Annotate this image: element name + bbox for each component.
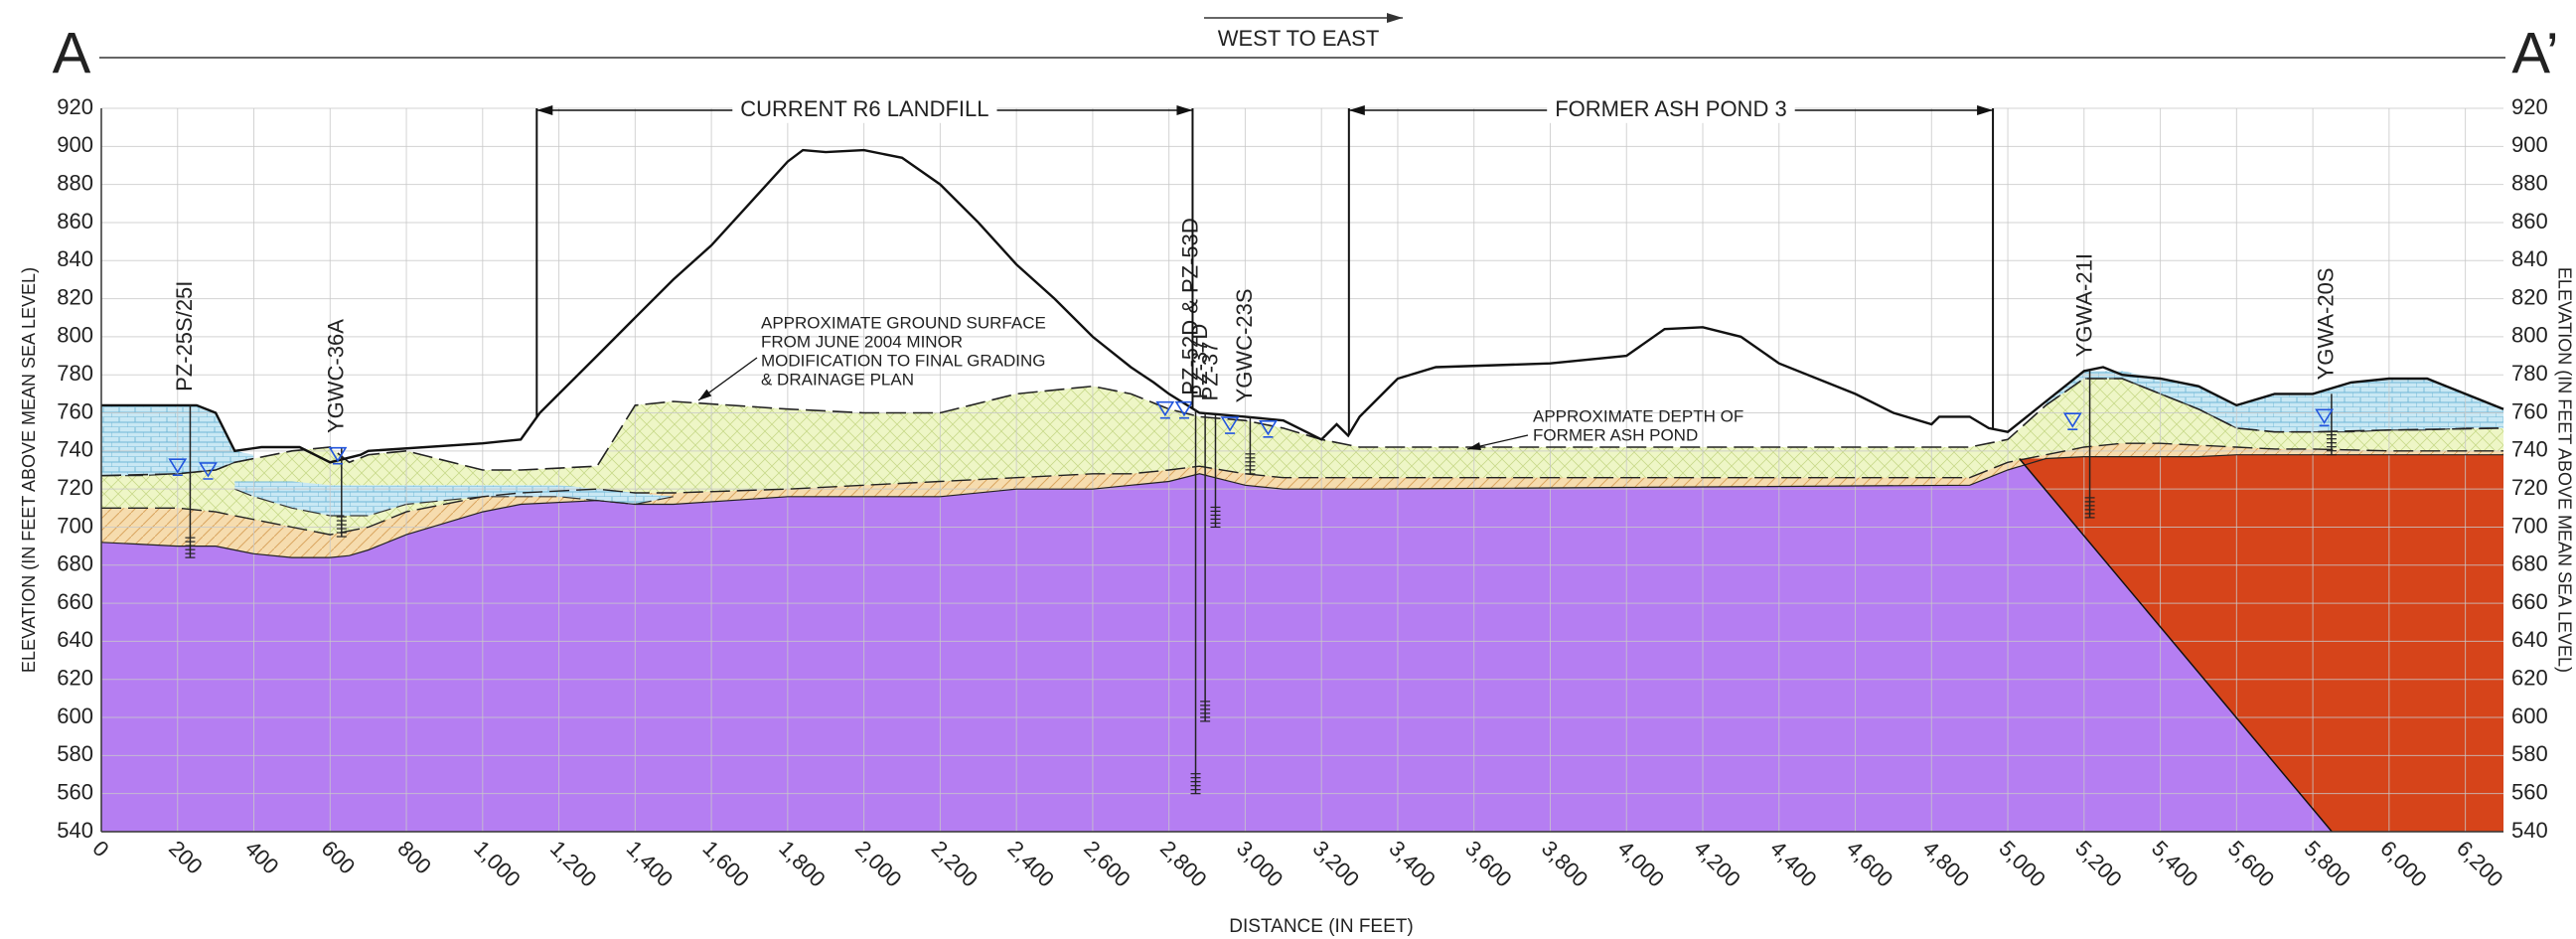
y-tick-label: 820 bbox=[57, 284, 93, 309]
plot-area: 540 540 560 560 580 580 600 600 620 620 640 640 660 6… bbox=[57, 94, 2547, 892]
y-tick-label-right: 620 bbox=[2511, 666, 2548, 691]
x-tick-label: 2,800 bbox=[1155, 836, 1212, 892]
y-tick-label-right: 800 bbox=[2511, 323, 2548, 348]
well-label: YGWA-20S bbox=[2314, 267, 2339, 380]
y-tick-label-right: 680 bbox=[2511, 551, 2548, 576]
section-end-label: A’ bbox=[2511, 21, 2558, 85]
x-tick-label: 6,000 bbox=[2375, 836, 2432, 892]
well-label: PZ-25S/25I bbox=[172, 281, 197, 391]
y-tick-label-right: 660 bbox=[2511, 589, 2548, 614]
x-tick-label: 1,800 bbox=[774, 836, 831, 892]
x-tick-label: 600 bbox=[317, 836, 361, 879]
x-tick-label: 400 bbox=[240, 836, 284, 879]
x-tick-label: 3,200 bbox=[1308, 836, 1365, 892]
y-tick-label: 620 bbox=[57, 666, 93, 691]
x-tick-label: 3,000 bbox=[1232, 836, 1288, 892]
y-tick-label-right: 780 bbox=[2511, 361, 2548, 386]
direction-arrowhead bbox=[1387, 13, 1403, 23]
y-tick-label-right: 900 bbox=[2511, 132, 2548, 157]
y-tick-label: 640 bbox=[57, 627, 93, 652]
y-tick-label-right: 740 bbox=[2511, 437, 2548, 462]
direction-label: WEST TO EAST bbox=[1218, 26, 1380, 51]
x-tick-label: 4,600 bbox=[1842, 836, 1898, 892]
x-axis-title: DISTANCE (IN FEET) bbox=[1229, 916, 1413, 937]
x-tick-label: 200 bbox=[164, 836, 208, 879]
annotation: FORMER ASH POND bbox=[1533, 425, 1698, 444]
x-tick-label: 6,200 bbox=[2452, 836, 2508, 892]
zone-label: CURRENT R6 LANDFILL bbox=[740, 96, 988, 121]
y-tick-label-right: 560 bbox=[2511, 779, 2548, 804]
well-label: PZ-37 bbox=[1197, 342, 1222, 401]
y-tick-label: 580 bbox=[57, 741, 93, 766]
well-label: YGWC-36A bbox=[324, 319, 349, 433]
y-tick-label-right: 600 bbox=[2511, 704, 2548, 728]
well-label: YGWA-21I bbox=[2071, 253, 2096, 357]
y-tick-label: 860 bbox=[57, 209, 93, 234]
x-tick-label: 4,000 bbox=[1613, 836, 1670, 892]
x-tick-label: 1,400 bbox=[622, 836, 679, 892]
x-tick-label: 1,000 bbox=[469, 836, 526, 892]
x-tick-label: 2,600 bbox=[1079, 836, 1136, 892]
x-tick-label: 5,600 bbox=[2223, 836, 2280, 892]
y-tick-label-right: 920 bbox=[2511, 94, 2548, 119]
y-tick-label-right: 820 bbox=[2511, 284, 2548, 309]
x-tick-label: 2,200 bbox=[927, 836, 984, 892]
annotation: FROM JUNE 2004 MINOR bbox=[761, 332, 963, 351]
y-tick-label: 900 bbox=[57, 132, 93, 157]
x-tick-label: 3,800 bbox=[1537, 836, 1593, 892]
y-tick-label: 540 bbox=[57, 818, 93, 843]
x-tick-label: 4,800 bbox=[1918, 836, 1975, 892]
zone-label: FORMER ASH POND 3 bbox=[1555, 96, 1786, 121]
y-tick-label: 840 bbox=[57, 246, 93, 271]
x-tick-label: 2,400 bbox=[1002, 836, 1059, 892]
y-axis-title: ELEVATION (IN FEET ABOVE MEAN SEA LEVEL) bbox=[19, 267, 39, 673]
y-tick-label: 720 bbox=[57, 475, 93, 500]
x-tick-label: 5,800 bbox=[2299, 836, 2355, 892]
y-tick-label-right: 540 bbox=[2511, 818, 2548, 843]
y-tick-label: 700 bbox=[57, 513, 93, 538]
cross-section: A A’ WEST TO EAST DISTANCE (IN FEET) ELE… bbox=[0, 0, 2576, 939]
y-tick-label: 780 bbox=[57, 361, 93, 386]
y-tick-label-right: 700 bbox=[2511, 513, 2548, 538]
y-tick-label-right: 880 bbox=[2511, 170, 2548, 195]
x-tick-label: 4,400 bbox=[1765, 836, 1822, 892]
y-tick-label-right: 760 bbox=[2511, 398, 2548, 423]
section-start-label: A bbox=[53, 21, 91, 85]
x-tick-label: 1,600 bbox=[697, 836, 754, 892]
x-tick-label: 2,000 bbox=[850, 836, 907, 892]
y-tick-label-right: 580 bbox=[2511, 741, 2548, 766]
y-tick-label-right: 840 bbox=[2511, 246, 2548, 271]
y-tick-label: 600 bbox=[57, 704, 93, 728]
y-tick-label: 920 bbox=[57, 94, 93, 119]
y-tick-label: 560 bbox=[57, 779, 93, 804]
annotation: MODIFICATION TO FINAL GRADING bbox=[761, 351, 1046, 370]
y-tick-label: 880 bbox=[57, 170, 93, 195]
x-tick-label: 3,600 bbox=[1460, 836, 1517, 892]
x-tick-label: 5,400 bbox=[2147, 836, 2203, 892]
y-axis-title-right: ELEVATION (IN FEET ABOVE MEAN SEA LEVEL) bbox=[2554, 267, 2574, 673]
y-tick-label: 660 bbox=[57, 589, 93, 614]
x-tick-label: 3,400 bbox=[1384, 836, 1440, 892]
x-tick-label: 4,200 bbox=[1689, 836, 1745, 892]
annotation: & DRAINAGE PLAN bbox=[761, 370, 914, 389]
x-tick-label: 1,200 bbox=[545, 836, 602, 892]
x-tick-label: 5,200 bbox=[2070, 836, 2127, 892]
leader-arrowhead bbox=[698, 390, 711, 400]
y-tick-label: 680 bbox=[57, 551, 93, 576]
y-tick-label: 740 bbox=[57, 437, 93, 462]
y-tick-label: 760 bbox=[57, 398, 93, 423]
annotation: APPROXIMATE DEPTH OF bbox=[1533, 406, 1743, 425]
well-label: YGWC-23S bbox=[1232, 288, 1257, 402]
annotation: APPROXIMATE GROUND SURFACE bbox=[761, 313, 1046, 332]
y-tick-label-right: 720 bbox=[2511, 475, 2548, 500]
x-tick-label: 5,000 bbox=[1994, 836, 2050, 892]
y-tick-label-right: 640 bbox=[2511, 627, 2548, 652]
y-tick-label-right: 860 bbox=[2511, 209, 2548, 234]
y-tick-label: 800 bbox=[57, 323, 93, 348]
x-tick-label: 800 bbox=[392, 836, 436, 879]
